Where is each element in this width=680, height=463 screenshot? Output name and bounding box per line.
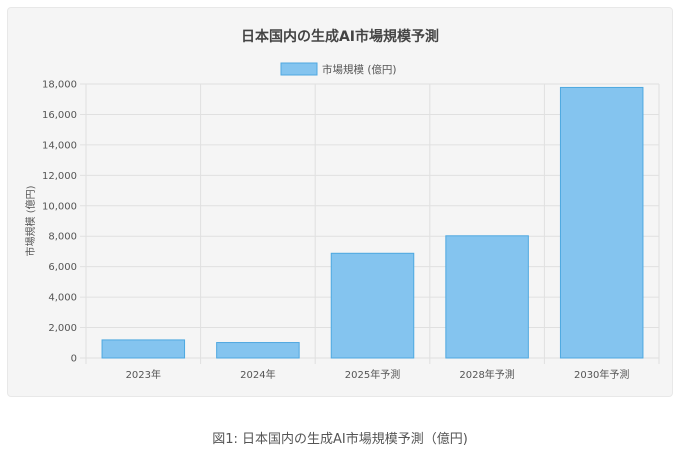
legend-label[interactable]: 市場規模 (億円) [322,63,397,76]
y-axis-title: 市場規模 (億円) [24,185,37,256]
y-tick-label: 6,000 [48,262,77,273]
bars [101,86,644,359]
y-tick-label: 18,000 [42,80,77,91]
y-tick-label: 8,000 [48,232,77,243]
figure-caption: 図1: 日本国内の生成AI市場規模予測（億円) [212,432,468,447]
y-tick-label: 14,000 [42,140,77,151]
bar-3[interactable] [445,235,529,359]
bar-4[interactable] [559,86,644,359]
x-tick-label: 2030年予測 [574,368,629,381]
x-tick-label: 2023年 [126,368,161,381]
bar-1[interactable] [216,342,300,359]
bar-2[interactable] [330,252,415,359]
y-tick-label: 12,000 [42,171,77,182]
legend-swatch[interactable] [280,62,318,76]
y-tick-label: 0 [71,354,77,365]
y-tick-label: 4,000 [48,293,77,304]
y-tick-label: 10,000 [42,201,77,212]
y-tick-label: 2,000 [48,323,77,334]
x-tick-label: 2025年予測 [345,368,400,381]
x-tick-label: 2028年予測 [459,368,514,381]
tick-labels: 0 2,000 4,000 6,000 8,000 10,000 12,000 14,000 1… [42,80,629,382]
bar-0[interactable] [101,339,186,359]
y-tick-label: 16,000 [42,110,77,121]
chart-title: 日本国内の生成AI市場規模予測 [241,28,439,45]
x-tick-label: 2024年 [240,368,275,381]
